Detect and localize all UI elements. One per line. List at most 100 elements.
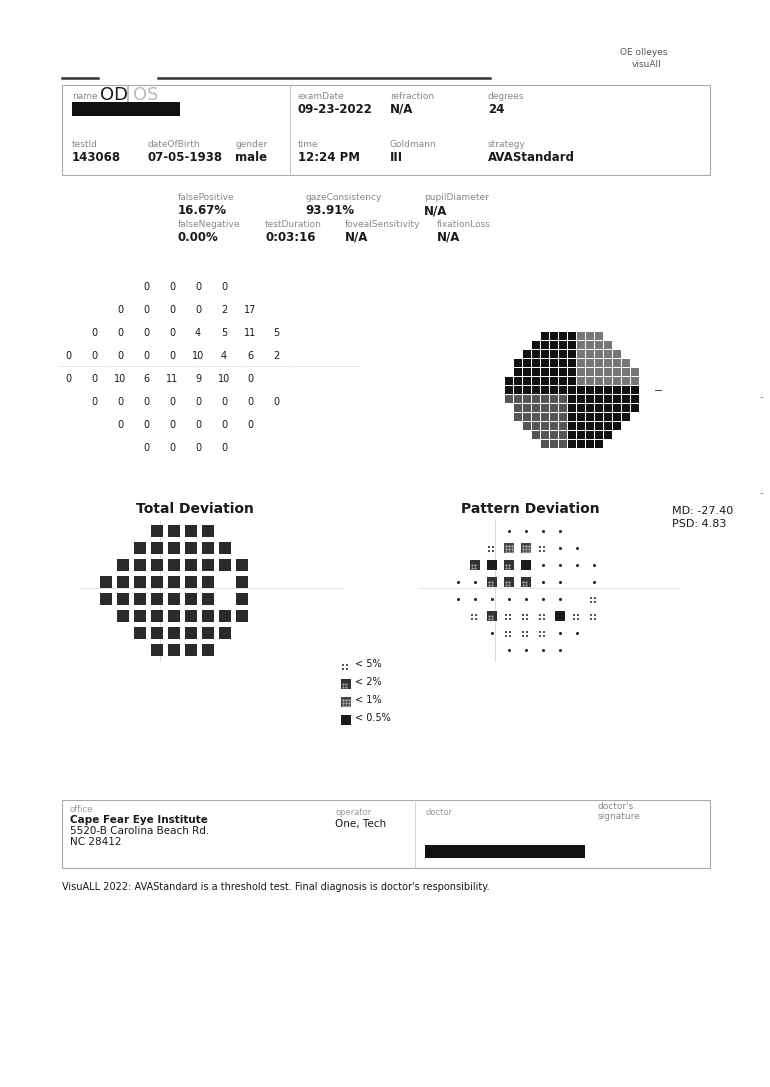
- Text: 2: 2: [273, 351, 279, 361]
- Bar: [219, 559, 231, 571]
- Bar: [514, 377, 522, 385]
- Bar: [532, 422, 540, 430]
- Text: 16.67%: 16.67%: [178, 204, 227, 217]
- Bar: [559, 413, 567, 421]
- Bar: [568, 422, 576, 430]
- Bar: [604, 377, 612, 385]
- Bar: [474, 617, 477, 620]
- Bar: [151, 542, 163, 554]
- Bar: [168, 576, 180, 588]
- Text: 0: 0: [169, 328, 175, 338]
- Bar: [631, 386, 639, 393]
- Bar: [72, 102, 180, 116]
- Bar: [586, 440, 594, 448]
- Bar: [568, 368, 576, 376]
- Bar: [532, 350, 540, 358]
- Bar: [541, 395, 549, 403]
- Bar: [525, 614, 527, 616]
- Text: 0: 0: [117, 351, 123, 361]
- Text: OE olleyes: OE olleyes: [620, 48, 668, 57]
- Bar: [559, 332, 567, 340]
- Bar: [523, 359, 531, 367]
- Bar: [523, 413, 531, 421]
- Text: 0: 0: [221, 420, 227, 430]
- Bar: [168, 644, 180, 655]
- Bar: [604, 413, 612, 421]
- Text: < 1%: < 1%: [355, 695, 381, 705]
- Bar: [487, 560, 497, 570]
- Text: VisuALL 2022: AVAStandard is a threshold test. Final diagnosis is doctor's respo: VisuALL 2022: AVAStandard is a threshold…: [62, 882, 490, 892]
- Bar: [523, 422, 531, 430]
- Text: 4: 4: [221, 351, 227, 361]
- Text: OD: OD: [100, 86, 128, 104]
- Text: 0: 0: [247, 374, 253, 384]
- Bar: [613, 395, 621, 403]
- Bar: [532, 341, 540, 349]
- Text: < 5%: < 5%: [355, 659, 382, 669]
- Text: 0: 0: [91, 328, 97, 338]
- Text: falsePositive: falsePositive: [178, 193, 235, 202]
- Bar: [586, 422, 594, 430]
- Bar: [622, 386, 630, 393]
- Bar: [342, 667, 343, 670]
- Bar: [604, 341, 612, 349]
- Bar: [168, 610, 180, 622]
- Text: testDuration: testDuration: [265, 220, 322, 229]
- Bar: [550, 404, 558, 412]
- Text: 11: 11: [244, 328, 256, 338]
- Bar: [555, 611, 565, 621]
- Text: 11: 11: [166, 374, 178, 384]
- Bar: [202, 525, 214, 537]
- Text: One, Tech: One, Tech: [335, 819, 386, 829]
- Bar: [568, 395, 576, 403]
- Text: office: office: [70, 805, 93, 814]
- Bar: [604, 359, 612, 367]
- Bar: [532, 386, 540, 393]
- Bar: [613, 386, 621, 393]
- Bar: [236, 559, 248, 571]
- Bar: [504, 614, 507, 616]
- Text: -: -: [760, 488, 764, 498]
- Bar: [168, 525, 180, 537]
- Text: < 2%: < 2%: [355, 677, 382, 687]
- Bar: [577, 341, 585, 349]
- Bar: [568, 432, 576, 439]
- Bar: [586, 432, 594, 439]
- Text: 0: 0: [169, 420, 175, 430]
- Text: 0: 0: [195, 305, 201, 315]
- Bar: [151, 610, 163, 622]
- Text: name: name: [72, 92, 98, 101]
- Bar: [559, 440, 567, 448]
- Bar: [202, 576, 214, 588]
- Bar: [550, 332, 558, 340]
- Bar: [202, 542, 214, 554]
- Bar: [541, 341, 549, 349]
- Bar: [613, 368, 621, 376]
- Bar: [538, 630, 541, 633]
- Bar: [346, 667, 348, 670]
- Text: degrees: degrees: [488, 92, 524, 101]
- Bar: [202, 644, 214, 655]
- Text: 0: 0: [169, 282, 175, 292]
- Text: 0: 0: [91, 397, 97, 407]
- Bar: [185, 559, 197, 571]
- Text: 0: 0: [65, 374, 71, 384]
- Bar: [594, 601, 596, 603]
- Bar: [341, 679, 351, 689]
- Text: signature: signature: [598, 812, 641, 821]
- Bar: [622, 377, 630, 385]
- Bar: [613, 350, 621, 358]
- Bar: [590, 601, 591, 603]
- Bar: [168, 559, 180, 571]
- Bar: [134, 594, 146, 605]
- Text: 143068: 143068: [72, 151, 121, 164]
- Bar: [185, 610, 197, 622]
- Bar: [514, 404, 522, 412]
- Bar: [185, 594, 197, 605]
- Text: 0: 0: [117, 305, 123, 315]
- Bar: [504, 630, 507, 633]
- Bar: [341, 697, 351, 707]
- Bar: [504, 544, 514, 553]
- Bar: [491, 550, 494, 552]
- Bar: [236, 610, 248, 622]
